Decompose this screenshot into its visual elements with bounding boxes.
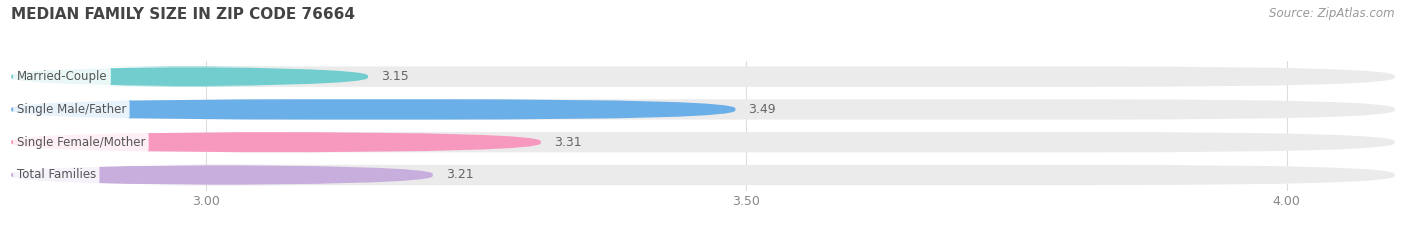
- Text: Source: ZipAtlas.com: Source: ZipAtlas.com: [1270, 7, 1395, 20]
- Text: MEDIAN FAMILY SIZE IN ZIP CODE 76664: MEDIAN FAMILY SIZE IN ZIP CODE 76664: [11, 7, 356, 22]
- FancyBboxPatch shape: [11, 66, 368, 87]
- FancyBboxPatch shape: [11, 99, 1395, 120]
- Text: Married-Couple: Married-Couple: [17, 70, 107, 83]
- Text: Single Male/Father: Single Male/Father: [17, 103, 127, 116]
- Text: Total Families: Total Families: [17, 168, 96, 182]
- FancyBboxPatch shape: [11, 99, 735, 120]
- Text: 3.21: 3.21: [446, 168, 474, 182]
- Text: 3.31: 3.31: [554, 136, 582, 149]
- Text: 3.15: 3.15: [381, 70, 409, 83]
- FancyBboxPatch shape: [11, 165, 1395, 185]
- FancyBboxPatch shape: [11, 165, 433, 185]
- FancyBboxPatch shape: [11, 132, 541, 152]
- Text: Single Female/Mother: Single Female/Mother: [17, 136, 145, 149]
- FancyBboxPatch shape: [11, 132, 1395, 152]
- FancyBboxPatch shape: [11, 66, 1395, 87]
- Text: 3.49: 3.49: [748, 103, 776, 116]
